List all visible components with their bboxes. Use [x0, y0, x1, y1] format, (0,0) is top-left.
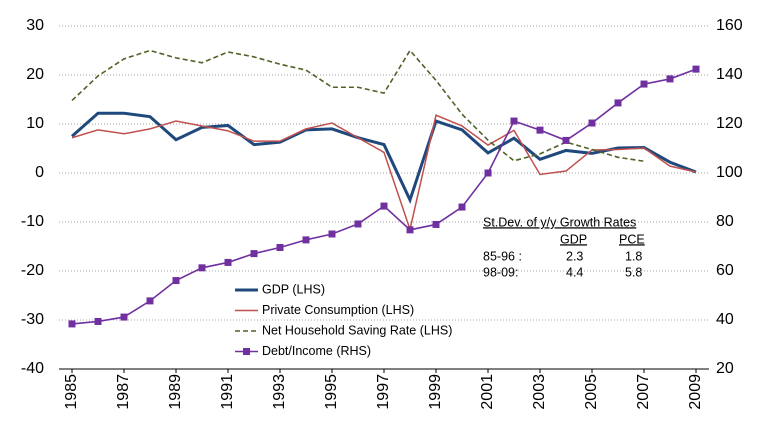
annotation-row-label: 85-96 :: [483, 249, 522, 263]
series-marker: [510, 117, 518, 125]
x-tick-label: 2001: [479, 374, 496, 410]
annotation-value: 1.8: [625, 249, 642, 263]
x-tick-label: 2007: [635, 374, 652, 410]
y-tick-label: 10: [26, 115, 44, 132]
y-tick-label: -20: [21, 262, 44, 279]
series-marker: [250, 250, 258, 258]
series-marker: [380, 202, 388, 210]
y2-tick-label: 100: [716, 164, 743, 181]
series-marker: [666, 75, 674, 83]
series-marker: [302, 236, 310, 244]
y-tick-label: 0: [35, 164, 44, 181]
y2-tick-label: 140: [716, 66, 743, 83]
annotation: St.Dev. of y/y Growth Rates GDP PCE 85-9…: [483, 215, 645, 279]
series-marker: [172, 277, 180, 285]
series-line: [71, 68, 697, 325]
series-marker: [562, 136, 570, 144]
series-marker: [406, 226, 414, 234]
x-tick-label: 2003: [531, 374, 548, 410]
series-marker: [224, 258, 232, 266]
series-line: [71, 111, 697, 204]
y-tick-label: -40: [21, 360, 44, 377]
x-tick-label: 2009: [687, 374, 704, 410]
y-tick-label: 20: [26, 66, 44, 83]
y-tick-label: -10: [21, 213, 44, 230]
series-line: [71, 49, 645, 163]
x-tick-label: 1993: [271, 374, 288, 410]
y2-tick-label: 20: [716, 360, 734, 377]
series-marker: [146, 297, 154, 305]
series-marker: [588, 119, 596, 127]
series-marker: [94, 317, 102, 325]
series-marker: [328, 230, 336, 238]
series-marker: [692, 65, 700, 73]
annotation-value: 2.3: [566, 249, 583, 263]
series-marker: [432, 220, 440, 228]
y2-tick-label: 120: [716, 115, 743, 132]
series-marker: [198, 264, 206, 272]
annotation-column: GDP: [560, 232, 587, 246]
x-tick-label: 1985: [63, 374, 80, 410]
y-tick-label: -30: [21, 311, 44, 328]
series-marker: [484, 169, 492, 177]
series-marker: [68, 320, 76, 328]
y2-tick-label: 40: [716, 311, 734, 328]
x-tick-label: 2005: [583, 374, 600, 410]
y2-tick-label: 80: [716, 213, 734, 230]
series-marker: [120, 313, 128, 321]
y2-tick-label: 60: [716, 262, 734, 279]
x-tick-label: 1989: [167, 374, 184, 410]
annotation-title: St.Dev. of y/y Growth Rates: [483, 215, 636, 229]
legend-label: Net Household Saving Rate (LHS): [262, 323, 452, 337]
series-marker: [458, 203, 466, 211]
x-tick-label: 1987: [115, 374, 132, 410]
legend-label: GDP (LHS): [262, 282, 325, 296]
x-tick-label: 1991: [219, 374, 236, 410]
legend-marker: [243, 348, 250, 355]
series-marker: [614, 99, 622, 107]
annotation-column: PCE: [619, 232, 645, 246]
y2-tick-label: 160: [716, 17, 743, 34]
x-tick-label: 1999: [427, 374, 444, 410]
y-tick-label: 30: [26, 17, 44, 34]
series-marker: [354, 220, 362, 228]
x-tick-label: 1995: [323, 374, 340, 410]
legend-label: Private Consumption (LHS): [262, 303, 414, 317]
series-marker: [536, 126, 544, 134]
annotation-value: 4.4: [566, 265, 583, 279]
annotation-value: 5.8: [625, 265, 642, 279]
x-tick-label: 1997: [375, 374, 392, 410]
series-marker: [276, 243, 284, 251]
legend-label: Debt/Income (RHS): [262, 344, 371, 358]
series-marker: [640, 80, 648, 88]
annotation-row-label: 98-09:: [483, 265, 518, 279]
